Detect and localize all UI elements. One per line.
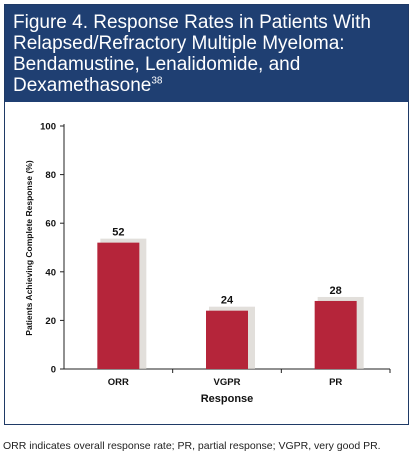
data-label: 28 [330, 285, 342, 297]
figure-title: Figure 4. Response Rates in Patients Wit… [13, 12, 398, 96]
y-tick-label: 100 [40, 122, 56, 133]
y-axis-title: Patients Achieving Complete Response (%) [24, 160, 34, 336]
x-tick-label: PR [329, 377, 342, 388]
x-axis: ORR VGPR PR [64, 368, 391, 388]
y-tick-label: 0 [51, 365, 56, 376]
y-tick-label: 80 [45, 170, 56, 181]
data-label: 24 [221, 295, 234, 307]
figure-header: Figure 4. Response Rates in Patients Wit… [5, 5, 408, 102]
y-axis: 0 20 40 60 80 100 [40, 122, 65, 376]
bar-orr [97, 242, 140, 369]
y-tick-label: 40 [45, 267, 56, 278]
bar-pr [314, 300, 357, 369]
figure-title-reference: 38 [151, 75, 163, 87]
y-tick-label: 60 [45, 219, 56, 230]
y-tick-label: 20 [45, 316, 56, 327]
bars: 52 24 28 [97, 227, 364, 369]
bar-vgpr [206, 310, 248, 369]
figure-card: Figure 4. Response Rates in Patients Wit… [4, 4, 409, 425]
data-label: 52 [112, 227, 124, 239]
figure-footnote: ORR indicates overall response rate; PR,… [3, 440, 381, 452]
x-tick-label: ORR [108, 377, 129, 388]
figure-title-text: Figure 4. Response Rates in Patients Wit… [13, 12, 372, 96]
bar-chart: 0 20 40 60 80 100 ORR VGPR PR 52 24 28 Patients A… [24, 122, 391, 405]
x-axis-title: Response [201, 393, 254, 405]
x-tick-label: VGPR [214, 377, 241, 388]
